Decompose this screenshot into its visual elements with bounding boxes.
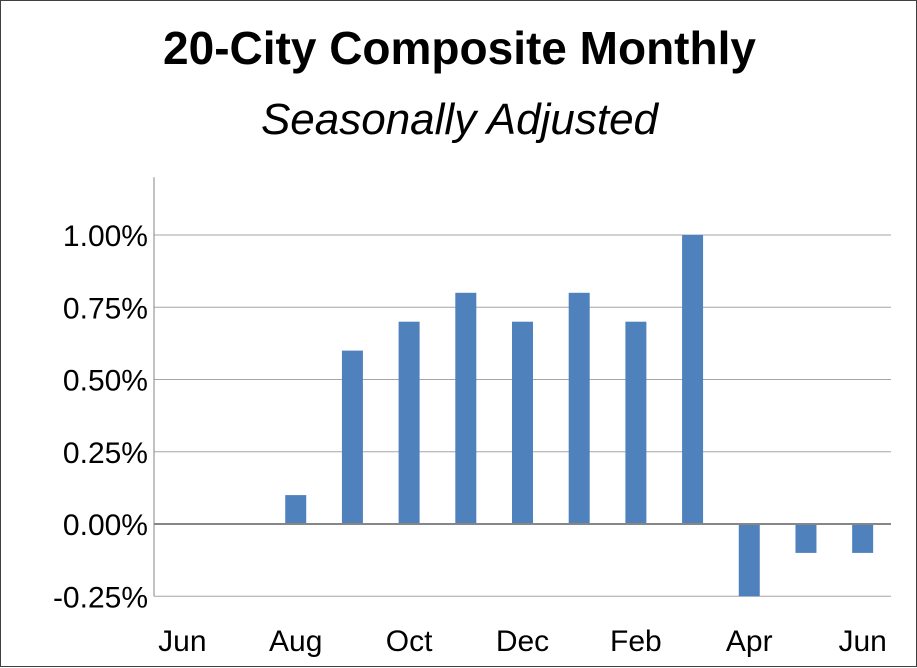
x-tick-label: Jun bbox=[838, 625, 886, 658]
bar bbox=[682, 235, 704, 524]
axes bbox=[153, 177, 891, 597]
y-tick-label: 0.75% bbox=[63, 292, 148, 325]
bar bbox=[512, 321, 533, 524]
x-tick-label: Jun bbox=[158, 625, 206, 658]
chart-subtitle: Seasonally Adjusted bbox=[260, 95, 659, 144]
y-tick-label: 1.00% bbox=[63, 220, 148, 253]
chart-title: 20-City Composite Monthly bbox=[163, 22, 756, 74]
bars bbox=[285, 235, 874, 597]
bar bbox=[341, 350, 363, 524]
bar bbox=[852, 524, 874, 553]
y-tick-label: 0.00% bbox=[63, 509, 148, 542]
x-tick-label: Dec bbox=[496, 625, 549, 658]
bar bbox=[738, 524, 760, 597]
tick-labels: -0.25% 0.00% 0.25% 0.50% 0.75% 1.00% Jun Aug Oct… bbox=[53, 220, 887, 658]
bar bbox=[568, 292, 590, 524]
y-tick-label: 0.50% bbox=[63, 365, 148, 398]
bar bbox=[398, 321, 420, 524]
bar bbox=[455, 292, 477, 524]
x-tick-label: Feb bbox=[610, 625, 662, 658]
y-tick-label: 0.25% bbox=[63, 437, 148, 470]
bar bbox=[795, 524, 817, 553]
x-tick-label: Oct bbox=[386, 625, 433, 658]
bar bbox=[285, 495, 307, 524]
x-tick-label: Aug bbox=[269, 625, 322, 658]
x-tick-label: Apr bbox=[726, 625, 773, 658]
y-tick-label: -0.25% bbox=[53, 581, 148, 614]
bar bbox=[625, 321, 647, 524]
